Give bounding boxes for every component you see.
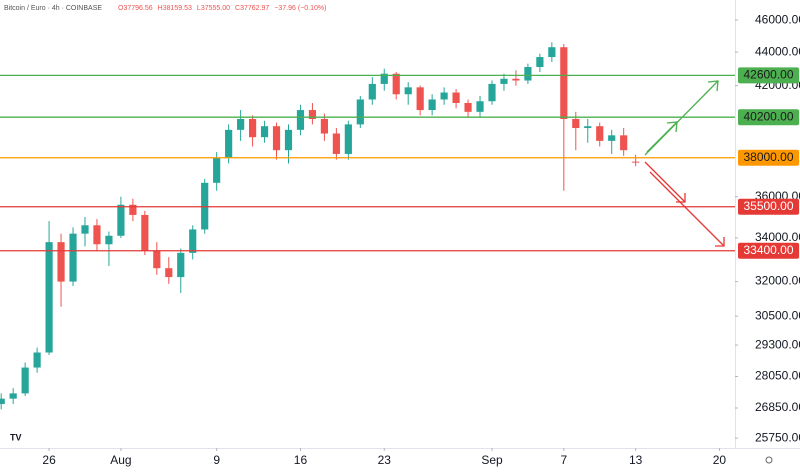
x-tick-label: Aug — [110, 453, 131, 467]
candle-body — [57, 242, 65, 282]
level-label: 35500.00 — [743, 199, 793, 213]
candle-body — [129, 204, 137, 215]
y-tick-label: 26850.00 — [755, 400, 800, 414]
candle-body — [560, 47, 568, 119]
candle-body — [332, 133, 340, 154]
candle-body — [464, 102, 472, 112]
candle-body — [488, 83, 496, 102]
candle-body — [272, 126, 281, 151]
y-tick-label: 34000.00 — [755, 230, 800, 244]
x-tick-label: 9 — [213, 453, 220, 467]
candle-body — [440, 92, 448, 100]
candle-body — [0, 398, 5, 404]
level-label-box — [738, 242, 799, 259]
candle-body — [81, 225, 89, 234]
level-label: 40200.00 — [743, 109, 793, 123]
candle-body — [165, 268, 173, 278]
candle-body — [608, 135, 616, 141]
candle-body — [620, 135, 628, 151]
candle-body — [248, 118, 257, 138]
candle-body — [500, 78, 508, 84]
candle-body — [356, 99, 364, 125]
candle-body — [368, 83, 376, 100]
x-tick-label: 26 — [42, 453, 56, 467]
candle-body — [117, 204, 125, 236]
candle-body — [428, 99, 436, 111]
settings-icon[interactable] — [765, 456, 773, 464]
candle-body — [69, 233, 77, 282]
level-label: 38000.00 — [743, 150, 793, 164]
y-tick-label: 29300.00 — [755, 337, 800, 351]
y-tick-label: 25750.00 — [755, 430, 800, 444]
candle-body — [320, 118, 328, 134]
candle-body — [153, 250, 161, 269]
level-label: 42600.00 — [743, 68, 793, 82]
level-label-box — [738, 67, 799, 84]
candle-body — [33, 352, 41, 368]
x-tick-label: Sep — [481, 453, 503, 467]
candle-body — [9, 393, 17, 399]
x-tick-label: 20 — [713, 453, 727, 467]
ohlc-value: C37762.97 — [235, 5, 269, 12]
ohlc-value: H38159.53 — [158, 5, 192, 12]
candle-body — [632, 161, 640, 163]
down-arrows — [644, 161, 725, 247]
ohlc-value: L37555.00 — [197, 5, 230, 12]
candle-body — [225, 129, 233, 158]
candle-body — [584, 126, 592, 129]
candle-body — [237, 118, 245, 130]
y-tick-label: 32000.00 — [755, 274, 800, 288]
level-label-box — [738, 109, 799, 126]
y-tick-label: 46000.00 — [755, 12, 800, 26]
candle-body — [93, 225, 101, 245]
ohlc-value: O37796.56 — [118, 5, 153, 12]
candle-body — [308, 110, 317, 119]
candle-body — [141, 214, 149, 251]
candle-body — [512, 78, 520, 81]
x-tick-label: 13 — [629, 453, 643, 467]
candle-body — [536, 57, 544, 68]
logo: TV — [10, 432, 22, 442]
candle-body — [392, 73, 400, 95]
candle-body — [296, 110, 305, 130]
level-label: 33400.00 — [743, 243, 793, 257]
candle-body — [404, 87, 412, 95]
candle-body — [452, 92, 460, 103]
candle-body — [284, 129, 293, 151]
ohlc-value: −37.96 (−0.10%) — [274, 5, 326, 12]
candle-body — [416, 87, 424, 111]
candle-body — [213, 157, 221, 183]
candle-body — [524, 67, 532, 81]
candle-body — [344, 124, 352, 154]
x-tick-label: 7 — [560, 453, 567, 467]
level-label-box — [738, 198, 799, 215]
y-tick-label: 30500.00 — [755, 308, 800, 322]
y-tick-label: 28050.00 — [755, 369, 800, 383]
candle-body — [21, 367, 29, 394]
trend-arrows — [644, 80, 725, 247]
candle-body — [260, 126, 269, 138]
candle-body — [189, 229, 197, 253]
candle-body — [476, 101, 484, 112]
y-tick-label: 44000.00 — [755, 44, 800, 58]
symbol-title: Bitcoin / Euro · 4h · COINBASE — [4, 5, 102, 12]
candle-body — [177, 252, 185, 278]
candle-body — [105, 235, 113, 245]
candle-body — [572, 118, 580, 129]
x-tick-label: 23 — [378, 453, 392, 467]
level-label-box — [738, 149, 799, 166]
candle-body — [45, 242, 53, 353]
x-tick-label: 16 — [294, 453, 308, 467]
candle-body — [596, 126, 604, 141]
up-arrows — [644, 80, 719, 156]
candle-body — [548, 47, 556, 58]
candle-body — [380, 73, 388, 84]
